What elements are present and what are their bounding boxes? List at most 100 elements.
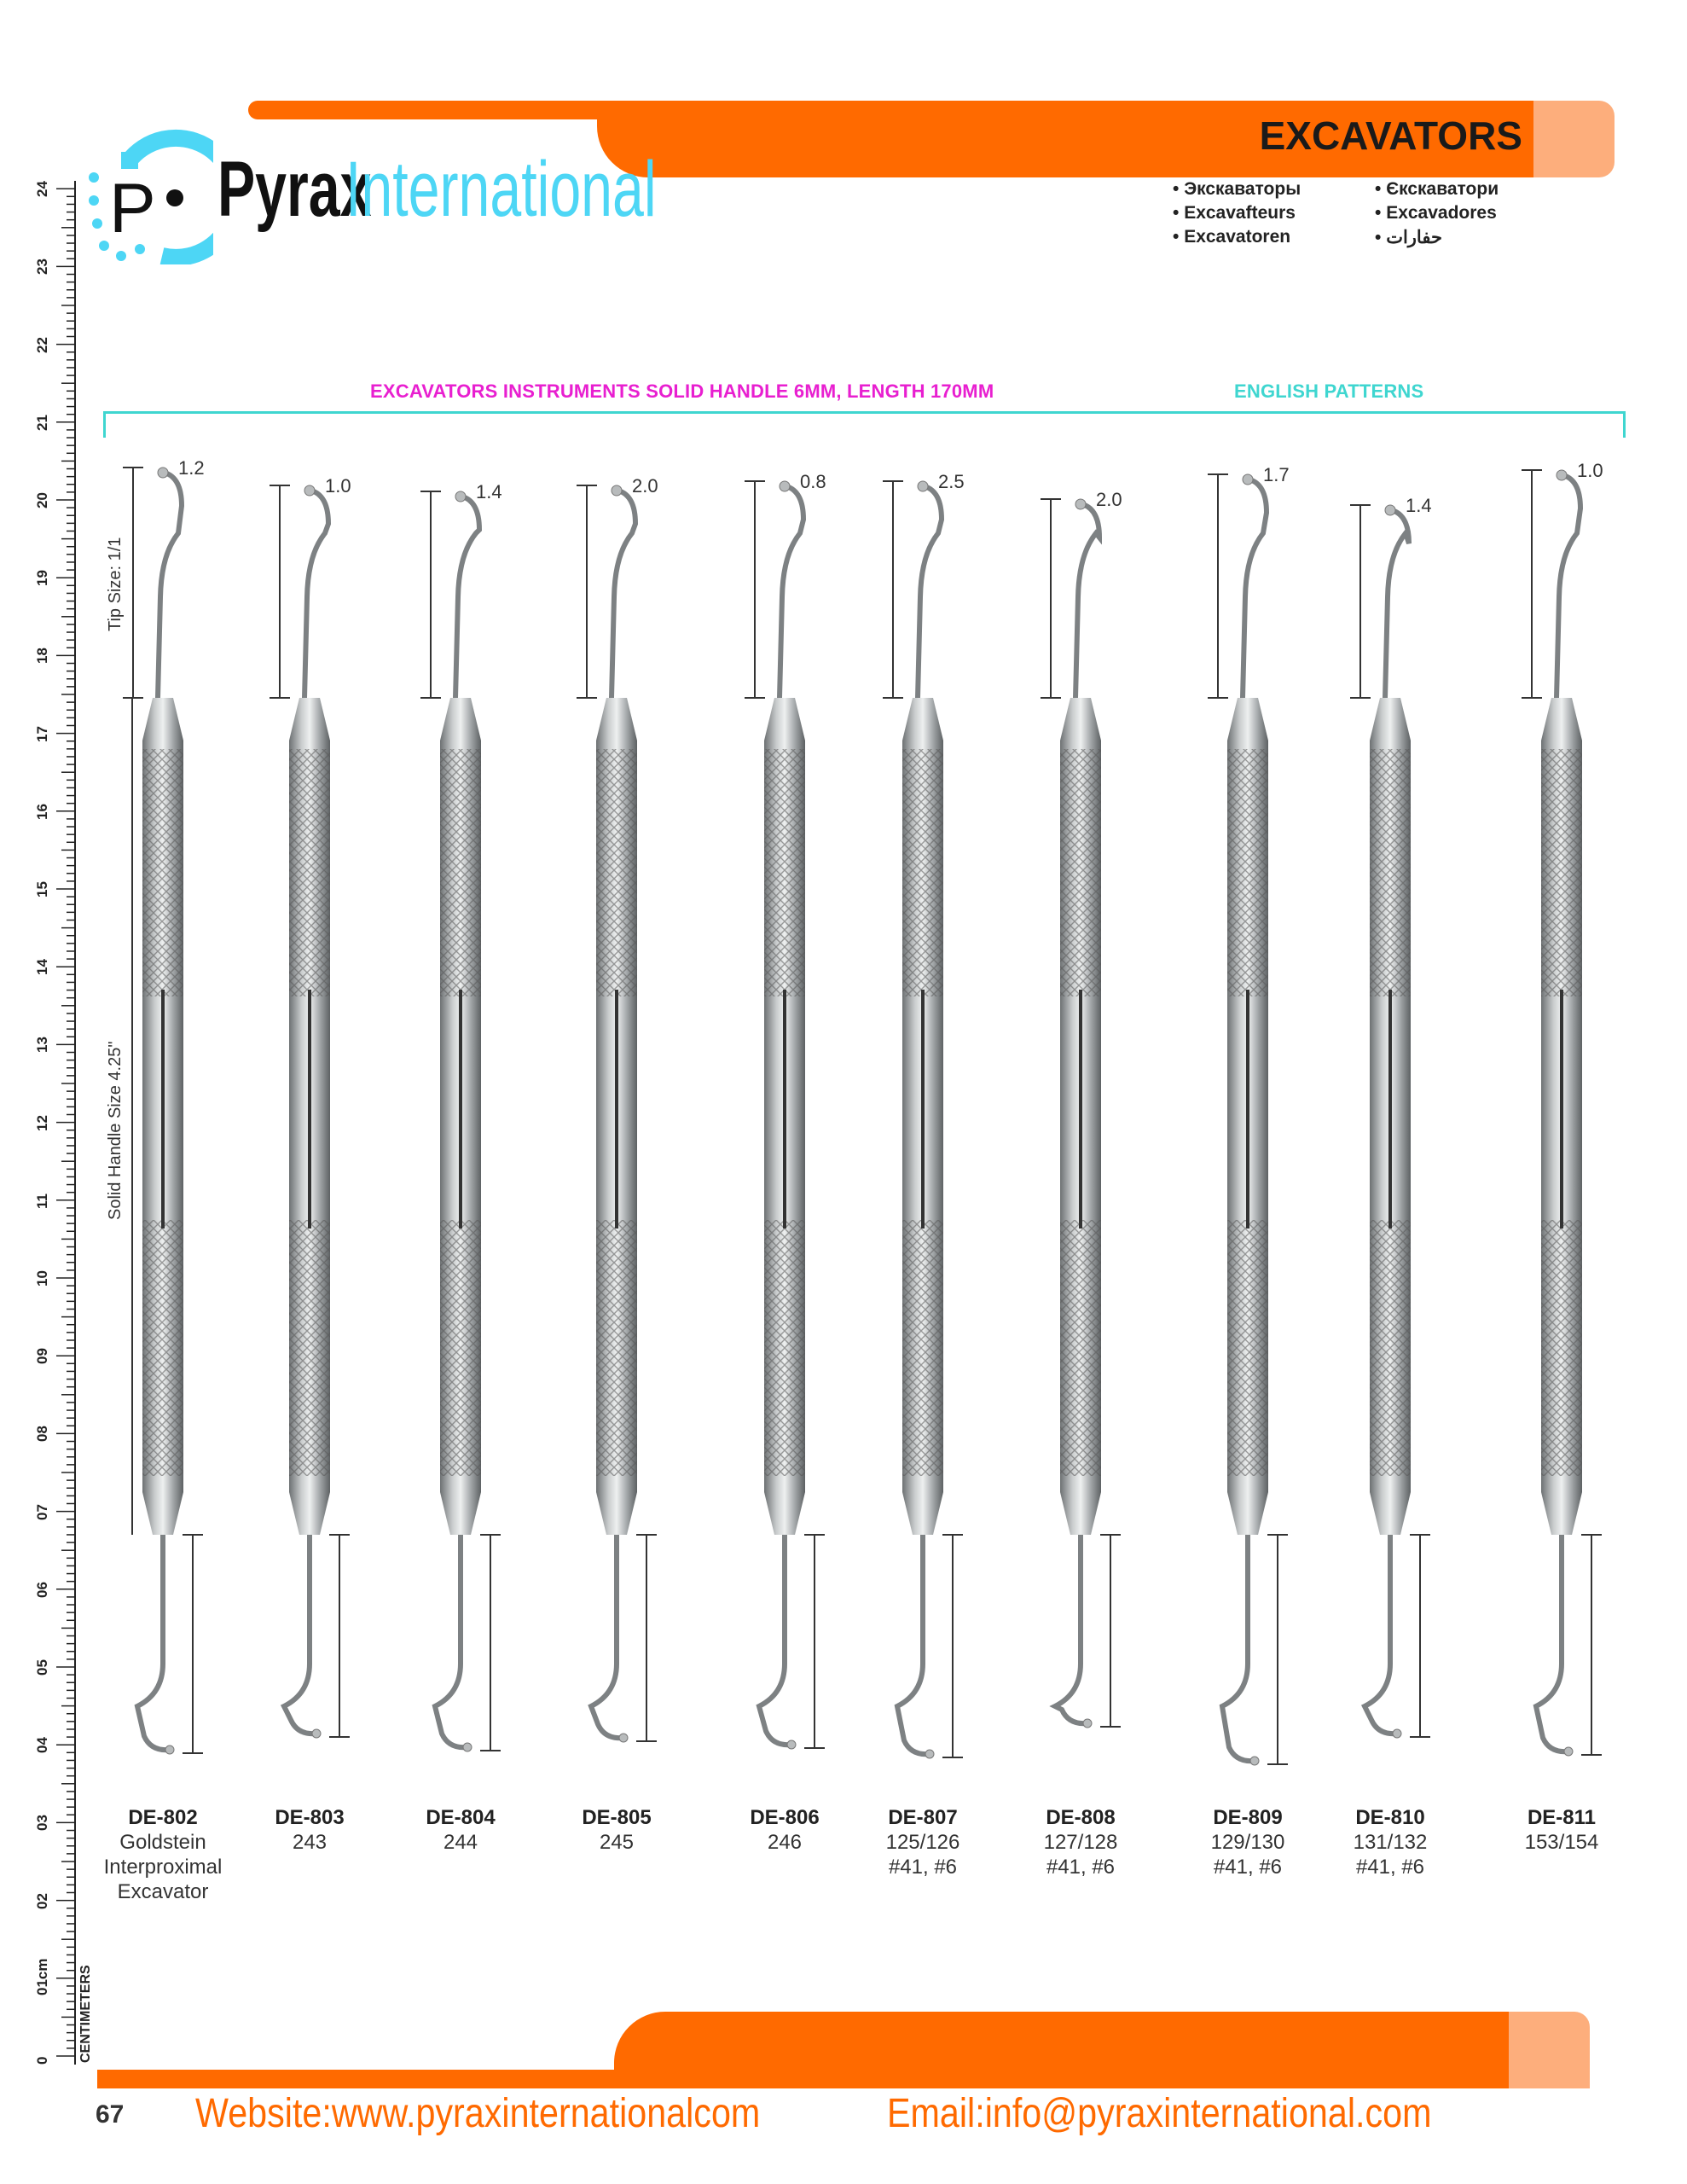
instrument-pattern: 131/132 (1353, 1831, 1428, 1854)
tip-size: 1.0 (325, 475, 351, 497)
tip-dimension-line (1208, 473, 1228, 699)
handle-taper-top (440, 698, 481, 741)
tip-dimension-line (942, 1534, 963, 1758)
instrument-label: DE-804 244 (375, 1805, 546, 1855)
instrument-de-809 (1208, 473, 1288, 1766)
tip-ball (925, 1749, 935, 1759)
instrument-de-806 (745, 480, 825, 1750)
instrument-code: DE-804 (426, 1806, 496, 1829)
instrument-label: DE-809 129/130 #41, #6 (1162, 1805, 1333, 1879)
email-link[interactable]: Email:info@pyraxinternational.com (887, 2091, 1432, 2136)
tip-dimension-line (804, 1534, 825, 1749)
handle-knurl-top (440, 749, 481, 996)
instrument-pattern: Interproximal (103, 1856, 223, 1879)
handle-knurl-bottom (1227, 1220, 1268, 1476)
instrument-pattern: #41, #6 (888, 1856, 958, 1879)
handle-knurl-top (1060, 749, 1101, 996)
instrument-de-811 (1522, 469, 1602, 1757)
handle-knurl-top (289, 749, 330, 996)
tip-dimension-line (745, 480, 765, 699)
instrument-code: DE-809 (1213, 1806, 1283, 1829)
brand-name-pyrax: Pyrax (217, 146, 372, 233)
working-end-top (777, 484, 807, 700)
working-end-top (1554, 473, 1584, 700)
handle-taper-top (596, 698, 637, 741)
website-link[interactable]: Website:www.pyraxinternationalcom (195, 2091, 761, 2136)
working-end-top (1073, 502, 1103, 700)
tip-ball (1075, 498, 1087, 510)
tip-dimension-line (329, 1534, 350, 1738)
handle-knurl-top (1370, 749, 1411, 996)
tip-ball (304, 485, 316, 497)
instrument-pattern: 125/126 (885, 1831, 960, 1854)
working-end-bottom (280, 1532, 319, 1737)
instrument-pattern: #41, #6 (1355, 1856, 1425, 1879)
instrument-pattern: Excavator (117, 1880, 209, 1903)
handle-taper-bottom (289, 1492, 330, 1535)
centimeter-ruler (56, 181, 76, 2065)
translation: Excavatoren (1173, 227, 1290, 247)
instrument-de-805 (577, 485, 657, 1743)
handle-taper-top (902, 698, 943, 741)
translation: حفارات (1375, 227, 1442, 248)
instrument-code: DE-806 (750, 1806, 820, 1829)
svg-text:P: P (109, 170, 156, 247)
instrument-pattern: 244 (443, 1831, 478, 1854)
handle-taper-top (142, 698, 183, 741)
instrument-pattern: #41, #6 (1213, 1856, 1283, 1879)
handle-knurl-bottom (1060, 1220, 1101, 1476)
tip-size: 2.0 (632, 475, 658, 497)
handle-taper-top (1227, 698, 1268, 741)
instrument-code: DE-802 (128, 1806, 198, 1829)
tip-ball (1556, 469, 1568, 481)
tip-ball (786, 1740, 797, 1750)
handle-taper-top (764, 698, 805, 741)
handle-knurl-top (142, 749, 183, 996)
handle-taper-top (1370, 698, 1411, 741)
translation: Экскаваторы (1173, 179, 1301, 200)
instrument-de-802 (123, 467, 203, 1755)
tip-dimension-line (183, 1534, 203, 1754)
tip-ball (1082, 1718, 1093, 1728)
instrument-de-810 (1350, 504, 1430, 1739)
instrument-label: DE-808 127/128 #41, #6 (995, 1805, 1166, 1879)
handle-knurl-bottom (289, 1220, 330, 1476)
working-end-top (453, 494, 483, 700)
working-end-bottom (756, 1532, 794, 1748)
tip-dimension-line (636, 1534, 657, 1742)
instrument-label: DE-811 153/154 (1476, 1805, 1647, 1855)
working-end-bottom (1533, 1532, 1571, 1755)
handle-knurl-top (596, 749, 637, 996)
handle-taper-bottom (1227, 1492, 1268, 1535)
tip-ball (1384, 504, 1396, 516)
working-end-top (155, 470, 185, 700)
tip-ball (618, 1733, 629, 1743)
translation: Excavafteurs (1173, 203, 1296, 224)
tip-size: 1.4 (476, 481, 502, 502)
tip-ball (779, 480, 791, 492)
working-end-bottom (134, 1532, 172, 1753)
logo-icon: P (89, 129, 213, 264)
tip-size: 1.2 (178, 457, 205, 479)
working-end-top (302, 488, 332, 700)
footer-bar-thin (97, 2070, 694, 2088)
tip-ball (157, 467, 169, 479)
instrument-pattern: 243 (292, 1831, 328, 1854)
header-bar-end (1533, 101, 1615, 177)
tip-dimension-line (1350, 504, 1371, 699)
handle-taper-bottom (1541, 1492, 1582, 1535)
handle-knurl-bottom (1541, 1220, 1582, 1476)
tip-dimension-line (123, 467, 143, 699)
tip-dimension-line (1100, 1534, 1121, 1728)
instrument-de-808 (1041, 498, 1121, 1728)
instrument-label: DE-810 131/132 #41, #6 (1305, 1805, 1475, 1879)
working-end-bottom (1360, 1532, 1400, 1737)
instrument-pattern: 127/128 (1043, 1831, 1118, 1854)
working-end-top (1240, 477, 1270, 700)
instrument-pattern: 246 (767, 1831, 803, 1854)
handle-taper-bottom (440, 1492, 481, 1535)
header-bar (597, 101, 1535, 177)
instrument-pattern: 245 (599, 1831, 635, 1854)
translation: Єкскаватори (1375, 179, 1499, 200)
tip-ball (1242, 473, 1254, 485)
